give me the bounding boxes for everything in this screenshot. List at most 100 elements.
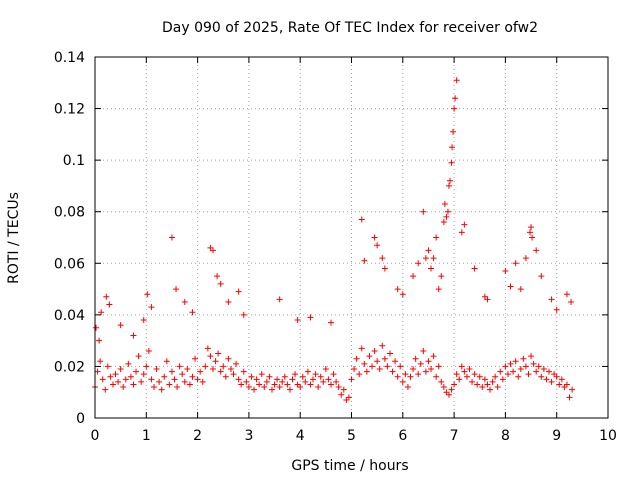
data-point: [312, 371, 319, 378]
data-point: [553, 373, 560, 380]
data-point: [225, 298, 232, 305]
data-point: [222, 373, 229, 380]
data-point: [528, 353, 535, 360]
data-point: [256, 381, 263, 388]
data-point: [138, 378, 145, 385]
data-point: [517, 366, 524, 373]
data-point: [145, 347, 152, 354]
data-point: [102, 386, 109, 393]
data-point: [412, 355, 419, 362]
data-point: [140, 371, 147, 378]
x-tick-label: 1: [142, 428, 151, 444]
data-point: [430, 353, 437, 360]
data-point: [471, 265, 478, 272]
data-point: [566, 394, 573, 401]
y-tick-label: 0.06: [54, 256, 85, 272]
data-point: [263, 378, 270, 385]
data-point: [96, 337, 103, 344]
data-point: [310, 376, 317, 383]
data-point: [420, 347, 427, 354]
data-point: [135, 353, 142, 360]
data-point: [538, 373, 545, 380]
data-point: [399, 378, 406, 385]
data-point: [163, 358, 170, 365]
data-point: [404, 384, 411, 391]
data-point: [286, 386, 293, 393]
data-point: [461, 368, 468, 375]
data-point: [489, 378, 496, 385]
y-axis-title: ROTI / TECUs: [6, 192, 22, 284]
data-point: [345, 394, 352, 401]
data-point: [461, 221, 468, 228]
data-point: [510, 368, 517, 375]
data-point: [381, 355, 388, 362]
data-point: [533, 247, 540, 254]
data-point: [453, 77, 460, 84]
data-point: [292, 371, 299, 378]
data-point: [471, 371, 478, 378]
data-point: [371, 347, 378, 354]
data-point: [381, 265, 388, 272]
data-point: [120, 384, 127, 391]
data-point: [107, 373, 114, 380]
y-tick-label: 0.12: [54, 102, 85, 118]
data-point: [456, 376, 463, 383]
data-point: [466, 366, 473, 373]
data-point: [443, 213, 450, 220]
data-point: [487, 386, 494, 393]
data-point: [258, 371, 265, 378]
data-point: [343, 396, 350, 403]
data-point: [397, 363, 404, 370]
x-tick-label: 0: [91, 428, 100, 444]
data-point: [104, 363, 111, 370]
data-point: [356, 371, 363, 378]
x-tick-label: 10: [599, 428, 617, 444]
data-point: [189, 373, 196, 380]
data-point: [374, 358, 381, 365]
data-point: [444, 208, 451, 215]
data-point: [240, 311, 247, 318]
data-point: [214, 273, 221, 280]
data-point: [176, 363, 183, 370]
y-tick-label: 0.04: [54, 308, 85, 324]
x-tick-label: 2: [193, 428, 202, 444]
data-point: [307, 381, 314, 388]
data-point: [304, 368, 311, 375]
data-point: [93, 324, 100, 331]
data-point: [386, 350, 393, 357]
data-point: [307, 314, 314, 321]
data-point: [556, 381, 563, 388]
data-point: [117, 322, 124, 329]
data-point: [438, 273, 445, 280]
data-point: [148, 304, 155, 311]
data-point: [199, 378, 206, 385]
data-point: [425, 247, 432, 254]
y-tick-label: 0: [76, 411, 85, 427]
data-point: [392, 358, 399, 365]
data-point: [335, 384, 342, 391]
data-point: [351, 366, 358, 373]
data-point: [268, 386, 275, 393]
x-tick-label: 5: [347, 428, 356, 444]
data-point: [181, 298, 188, 305]
y-tick-label: 0.08: [54, 205, 85, 221]
data-point: [230, 371, 237, 378]
data-point: [402, 371, 409, 378]
data-point: [451, 381, 458, 388]
data-point: [569, 386, 576, 393]
data-point: [189, 309, 196, 316]
y-tick-label: 0.1: [63, 153, 85, 169]
data-point: [415, 260, 422, 267]
data-point: [238, 381, 245, 388]
data-point: [530, 360, 537, 367]
data-point: [243, 378, 250, 385]
data-points: [92, 77, 576, 403]
data-point: [217, 280, 224, 287]
data-point: [99, 376, 106, 383]
data-point: [144, 291, 151, 298]
data-point: [186, 381, 193, 388]
data-point: [428, 366, 435, 373]
data-point: [333, 378, 340, 385]
data-point: [527, 229, 534, 236]
data-point: [302, 378, 309, 385]
